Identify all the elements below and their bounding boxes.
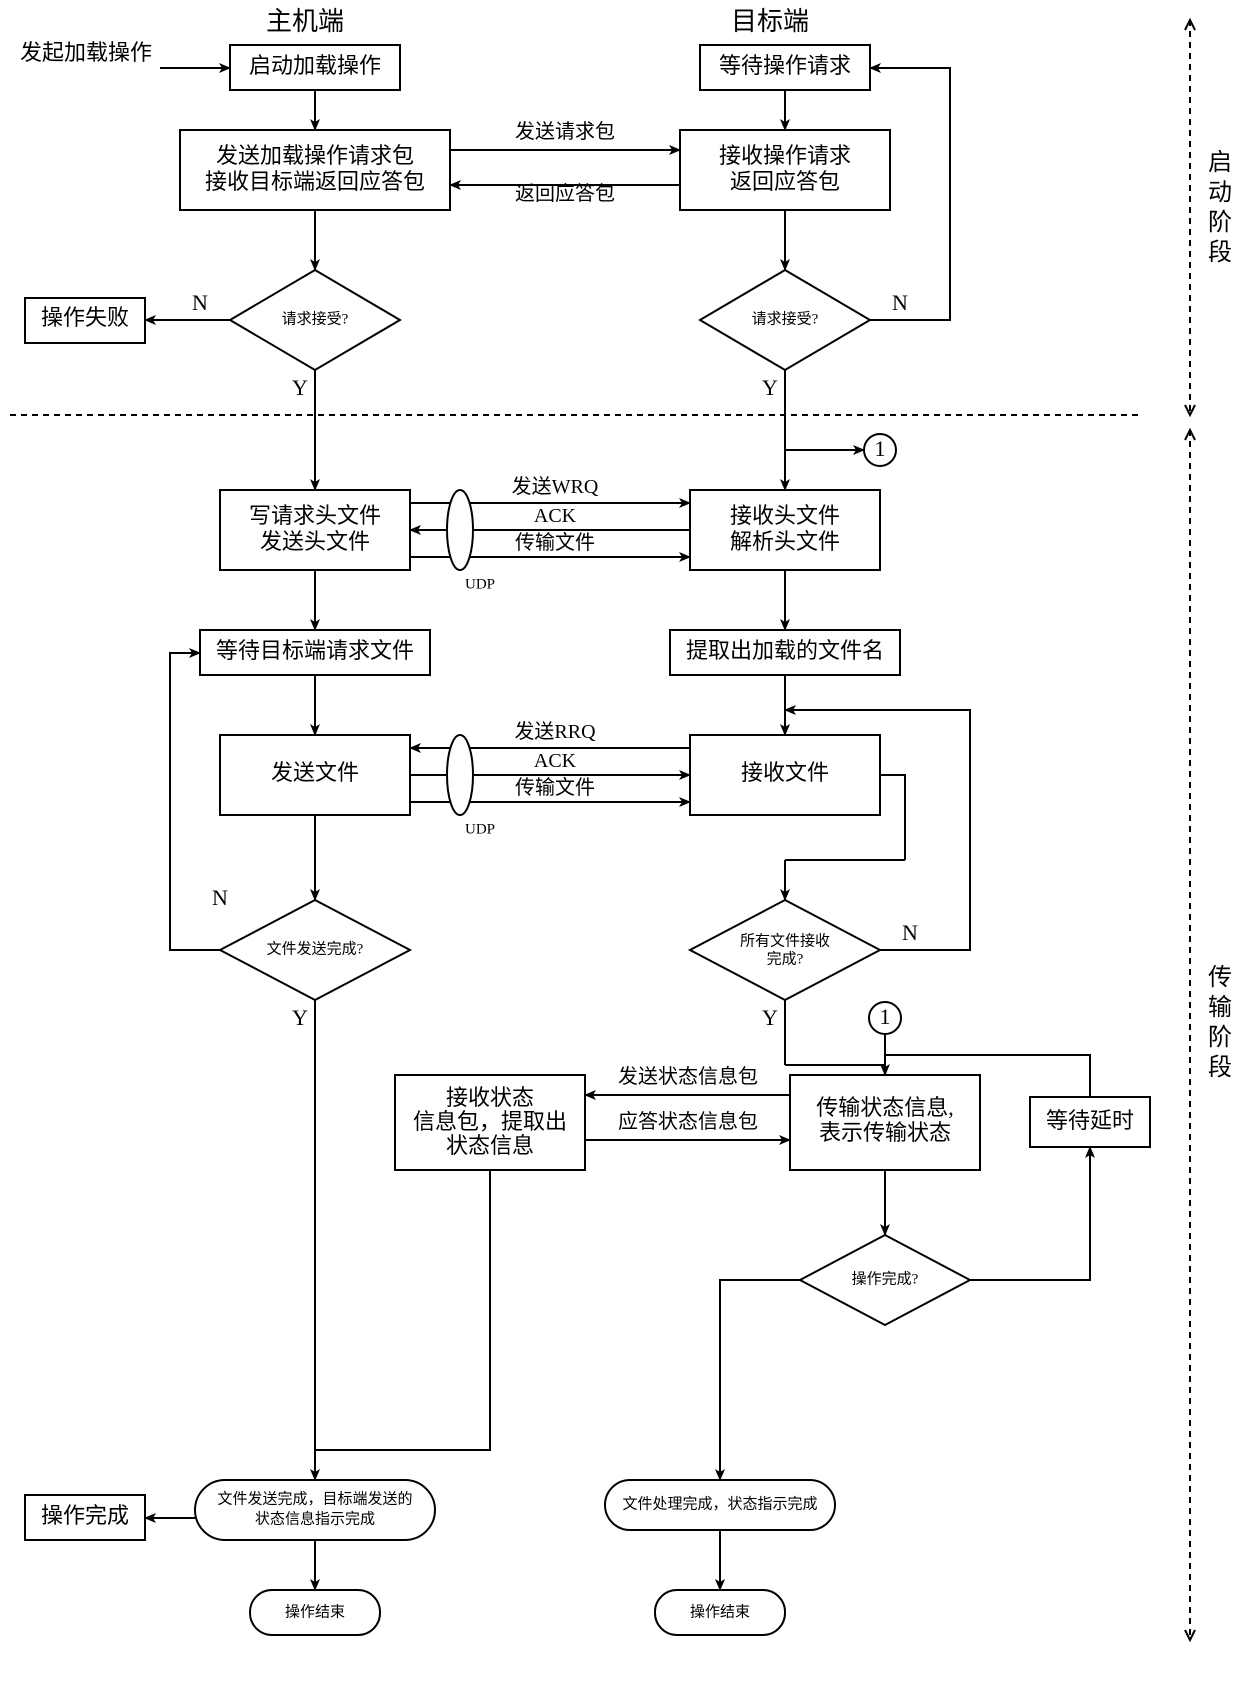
svg-text:发送状态信息包: 发送状态信息包 <box>618 1065 758 1088</box>
udp-ellipse-1 <box>447 490 473 570</box>
svg-text:接收状态: 接收状态 <box>446 1085 534 1110</box>
phase-start-c4: 段 <box>1208 239 1232 266</box>
svg-text:接收头文件: 接收头文件 <box>730 503 840 528</box>
phase-start-c3: 阶 <box>1208 209 1232 236</box>
svg-text:返回应答包: 返回应答包 <box>515 182 615 205</box>
svg-text:等待延时: 等待延时 <box>1046 1108 1134 1133</box>
phase-transfer-c3: 阶 <box>1208 1024 1232 1051</box>
svg-text:文件发送完成，目标端发送的: 文件发送完成，目标端发送的 <box>217 1490 412 1507</box>
svg-text:接收文件: 接收文件 <box>741 760 829 785</box>
svg-text:发送文件: 发送文件 <box>271 760 359 785</box>
svg-text:完成?: 完成? <box>767 950 804 967</box>
svg-text:操作完成: 操作完成 <box>41 1503 129 1528</box>
svg-text:返回应答包: 返回应答包 <box>730 169 840 194</box>
svg-text:信息包，提取出: 信息包，提取出 <box>413 1109 567 1134</box>
svg-text:Y: Y <box>292 375 308 400</box>
svg-text:启动加载操作: 启动加载操作 <box>249 53 381 78</box>
svg-text:接收目标端返回应答包: 接收目标端返回应答包 <box>205 169 425 194</box>
svg-text:N: N <box>212 885 228 910</box>
header-target: 目标端 <box>731 7 809 36</box>
svg-text:Y: Y <box>292 1005 308 1030</box>
svg-text:ACK: ACK <box>534 750 577 772</box>
svg-text:解析头文件: 解析头文件 <box>730 529 840 554</box>
svg-text:发送RRQ: 发送RRQ <box>514 720 596 743</box>
svg-text:发送WRQ: 发送WRQ <box>512 475 599 498</box>
header-host: 主机端 <box>266 7 344 36</box>
svg-text:文件处理完成，状态指示完成: 文件处理完成，状态指示完成 <box>622 1495 817 1512</box>
svg-text:状态信息: 状态信息 <box>446 1133 534 1158</box>
svg-text:发送头文件: 发送头文件 <box>260 529 370 554</box>
svg-text:表示传输状态: 表示传输状态 <box>819 1120 951 1145</box>
svg-text:文件发送完成?: 文件发送完成? <box>267 940 364 957</box>
svg-text:传输文件: 传输文件 <box>515 531 595 554</box>
svg-text:N: N <box>192 290 208 315</box>
svg-text:等待目标端请求文件: 等待目标端请求文件 <box>216 638 414 663</box>
svg-text:状态信息指示完成: 状态信息指示完成 <box>255 1510 375 1527</box>
svg-text:请求接受?: 请求接受? <box>752 310 819 327</box>
svg-text:提取出加载的文件名: 提取出加载的文件名 <box>686 638 884 663</box>
svg-text:1: 1 <box>875 436 886 461</box>
phase-start-c2: 动 <box>1208 179 1232 206</box>
svg-text:N: N <box>902 920 918 945</box>
svg-text:操作失败: 操作失败 <box>41 305 129 330</box>
svg-text:发送请求包: 发送请求包 <box>515 120 615 143</box>
svg-text:传输状态信息,: 传输状态信息, <box>816 1095 954 1120</box>
svg-text:写请求头文件: 写请求头文件 <box>249 503 381 528</box>
svg-text:等待操作请求: 等待操作请求 <box>719 53 851 78</box>
node-t-dec2 <box>690 900 880 1000</box>
phase-transfer-c1: 传 <box>1208 964 1232 991</box>
svg-text:操作完成?: 操作完成? <box>852 1270 919 1287</box>
svg-text:请求接受?: 请求接受? <box>282 310 349 327</box>
phase-transfer-c2: 输 <box>1208 994 1232 1021</box>
svg-text:N: N <box>892 290 908 315</box>
svg-text:发送加载操作请求包: 发送加载操作请求包 <box>216 143 414 168</box>
svg-text:接收操作请求: 接收操作请求 <box>719 143 851 168</box>
svg-text:操作结束: 操作结束 <box>285 1603 345 1620</box>
phase-start-c1: 启 <box>1208 149 1232 176</box>
svg-text:1: 1 <box>880 1004 891 1029</box>
svg-text:UDP: UDP <box>465 576 495 592</box>
svg-text:Y: Y <box>762 375 778 400</box>
svg-text:操作结束: 操作结束 <box>690 1603 750 1620</box>
header-initiate: 发起加载操作 <box>20 40 152 65</box>
udp-ellipse-2 <box>447 735 473 815</box>
svg-text:UDP: UDP <box>465 821 495 837</box>
svg-text:Y: Y <box>762 1005 778 1030</box>
svg-text:ACK: ACK <box>534 505 577 527</box>
phase-transfer-c4: 段 <box>1208 1054 1232 1081</box>
svg-text:应答状态信息包: 应答状态信息包 <box>618 1110 758 1133</box>
node-h-term1 <box>195 1480 435 1540</box>
flowchart-canvas: 主机端 目标端 发起加载操作 启动加载操作 等待操作请求 发送加载操作请求包 接… <box>0 0 1240 1683</box>
svg-text:传输文件: 传输文件 <box>515 776 595 799</box>
svg-text:所有文件接收: 所有文件接收 <box>740 932 830 949</box>
